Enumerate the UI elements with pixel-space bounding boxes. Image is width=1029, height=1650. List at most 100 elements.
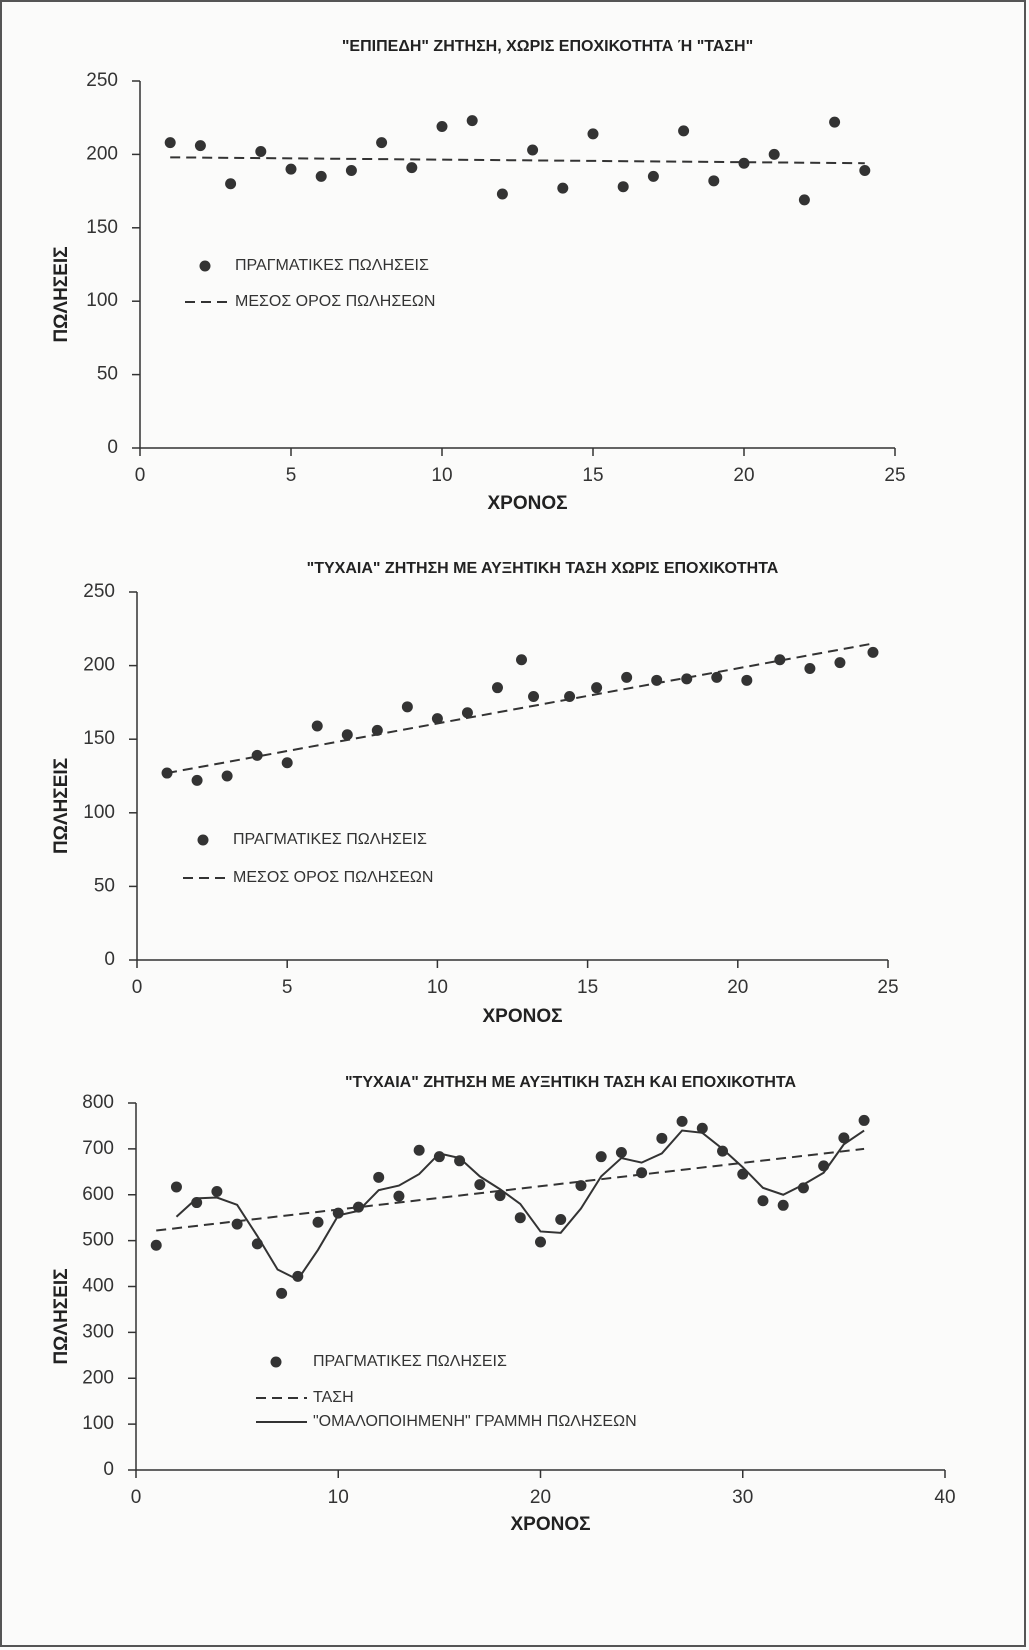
data-point	[401, 701, 413, 713]
data-point	[255, 145, 267, 157]
data-point	[777, 1199, 789, 1211]
x-tick-label: 10	[427, 977, 448, 998]
legend-label: "ΟΜΑΛΟΠΟΙΗΜΕΝΗ" ΓΡΑΜΜΗ ΠΩΛΗΣΕΩΝ	[313, 1413, 637, 1430]
y-tick-label: 400	[82, 1276, 114, 1297]
x-tick-label: 5	[286, 465, 297, 486]
x-tick-label: 20	[727, 977, 748, 998]
x-tick-label: 20	[530, 1487, 551, 1508]
y-tick-label: 100	[82, 1413, 114, 1434]
x-axis-label: ΧΡΟΝΟΣ	[510, 1514, 590, 1535]
data-point	[345, 165, 357, 177]
x-tick-label: 10	[328, 1487, 349, 1508]
data-point	[557, 182, 569, 194]
data-point	[373, 1171, 385, 1183]
data-point	[251, 749, 263, 761]
data-point	[615, 1147, 627, 1159]
data-point	[838, 1132, 850, 1144]
data-point	[591, 682, 603, 694]
x-tick-label: 40	[934, 1487, 955, 1508]
data-point	[527, 144, 539, 156]
chart-title: "ΤΥΧΑΙΑ" ΖΗΤΗΣΗ ΜΕ ΑΥΞΗΤΙΚΗ ΤΑΣΗ ΧΩΡΙΣ Ε…	[307, 560, 779, 577]
data-point	[494, 1190, 506, 1202]
x-tick-label: 15	[582, 465, 603, 486]
data-point	[717, 1145, 729, 1157]
data-point	[393, 1190, 405, 1202]
x-tick-label: 5	[282, 977, 293, 998]
data-point	[496, 188, 508, 200]
data-point	[285, 163, 297, 175]
data-point	[656, 1132, 668, 1144]
y-tick-label: 100	[86, 290, 118, 311]
x-tick-label: 0	[132, 977, 143, 998]
y-tick-label: 150	[86, 217, 118, 238]
y-tick-label: 100	[83, 802, 115, 823]
x-tick-label: 30	[732, 1487, 753, 1508]
y-tick-label: 50	[94, 875, 115, 896]
data-point	[774, 654, 786, 666]
data-point	[474, 1179, 486, 1191]
data-point	[376, 137, 388, 149]
legend-label: ΜΕΣΟΣ ΟΡΟΣ ΠΩΛΗΣΕΩΝ	[235, 293, 435, 310]
data-point	[555, 1214, 567, 1226]
data-point	[150, 1239, 162, 1251]
x-axis-label: ΧΡΟΝΟΣ	[482, 1006, 562, 1027]
data-point	[804, 663, 816, 675]
data-point	[276, 1287, 288, 1299]
y-tick-label: 0	[104, 949, 115, 970]
data-point	[225, 178, 237, 190]
solid-line	[175, 1129, 865, 1281]
y-tick-label: 150	[83, 728, 115, 749]
data-point	[466, 115, 478, 127]
data-point	[595, 1151, 607, 1163]
data-point	[281, 757, 293, 769]
y-tick-label: 200	[86, 143, 118, 164]
legend-label: ΠΡΑΓΜΑΤΙΚΕΣ ΠΩΛΗΣΕΙΣ	[233, 831, 427, 848]
data-point	[741, 674, 753, 686]
data-point	[516, 654, 528, 666]
data-point	[311, 720, 323, 732]
data-point	[194, 140, 206, 152]
data-point	[621, 671, 633, 683]
legend-label: ΠΡΑΓΜΑΤΙΚΕΣ ΠΩΛΗΣΕΙΣ	[235, 257, 429, 274]
data-point	[221, 770, 233, 782]
y-tick-label: 250	[83, 581, 115, 602]
data-point	[406, 162, 418, 174]
data-point	[681, 673, 693, 685]
data-point	[191, 774, 203, 786]
data-point	[867, 646, 879, 658]
x-tick-label: 10	[431, 465, 452, 486]
data-point	[678, 125, 690, 137]
dashed-line	[156, 1147, 865, 1232]
data-point	[312, 1216, 324, 1228]
data-point	[436, 121, 448, 133]
data-point	[170, 1181, 182, 1193]
y-tick-label: 0	[103, 1459, 114, 1480]
y-tick-label: 200	[82, 1367, 114, 1388]
y-tick-label: 800	[82, 1092, 114, 1113]
data-point	[858, 1114, 870, 1126]
data-point	[211, 1186, 223, 1198]
data-point	[676, 1115, 688, 1127]
data-point	[352, 1201, 364, 1213]
x-tick-label: 20	[733, 465, 754, 486]
data-point	[413, 1144, 425, 1156]
x-tick-label: 25	[884, 465, 905, 486]
y-tick-label: 250	[86, 70, 118, 91]
y-tick-label: 0	[107, 437, 118, 458]
y-axis-label: ΠΩΛΗΣΕΙΣ	[51, 246, 72, 342]
y-tick-label: 600	[82, 1184, 114, 1205]
data-point	[636, 1167, 648, 1179]
legend-label: ΤΑΣΗ	[313, 1389, 354, 1406]
legend-marker	[270, 1356, 282, 1368]
data-point	[164, 137, 176, 149]
data-point	[768, 148, 780, 160]
y-tick-label: 700	[82, 1138, 114, 1159]
dashed-line	[170, 156, 865, 165]
y-axis-label: ΠΩΛΗΣΕΙΣ	[51, 1268, 72, 1364]
y-tick-label: 200	[83, 655, 115, 676]
y-tick-label: 500	[82, 1230, 114, 1251]
y-axis-label: ΠΩΛΗΣΕΙΣ	[51, 758, 72, 854]
